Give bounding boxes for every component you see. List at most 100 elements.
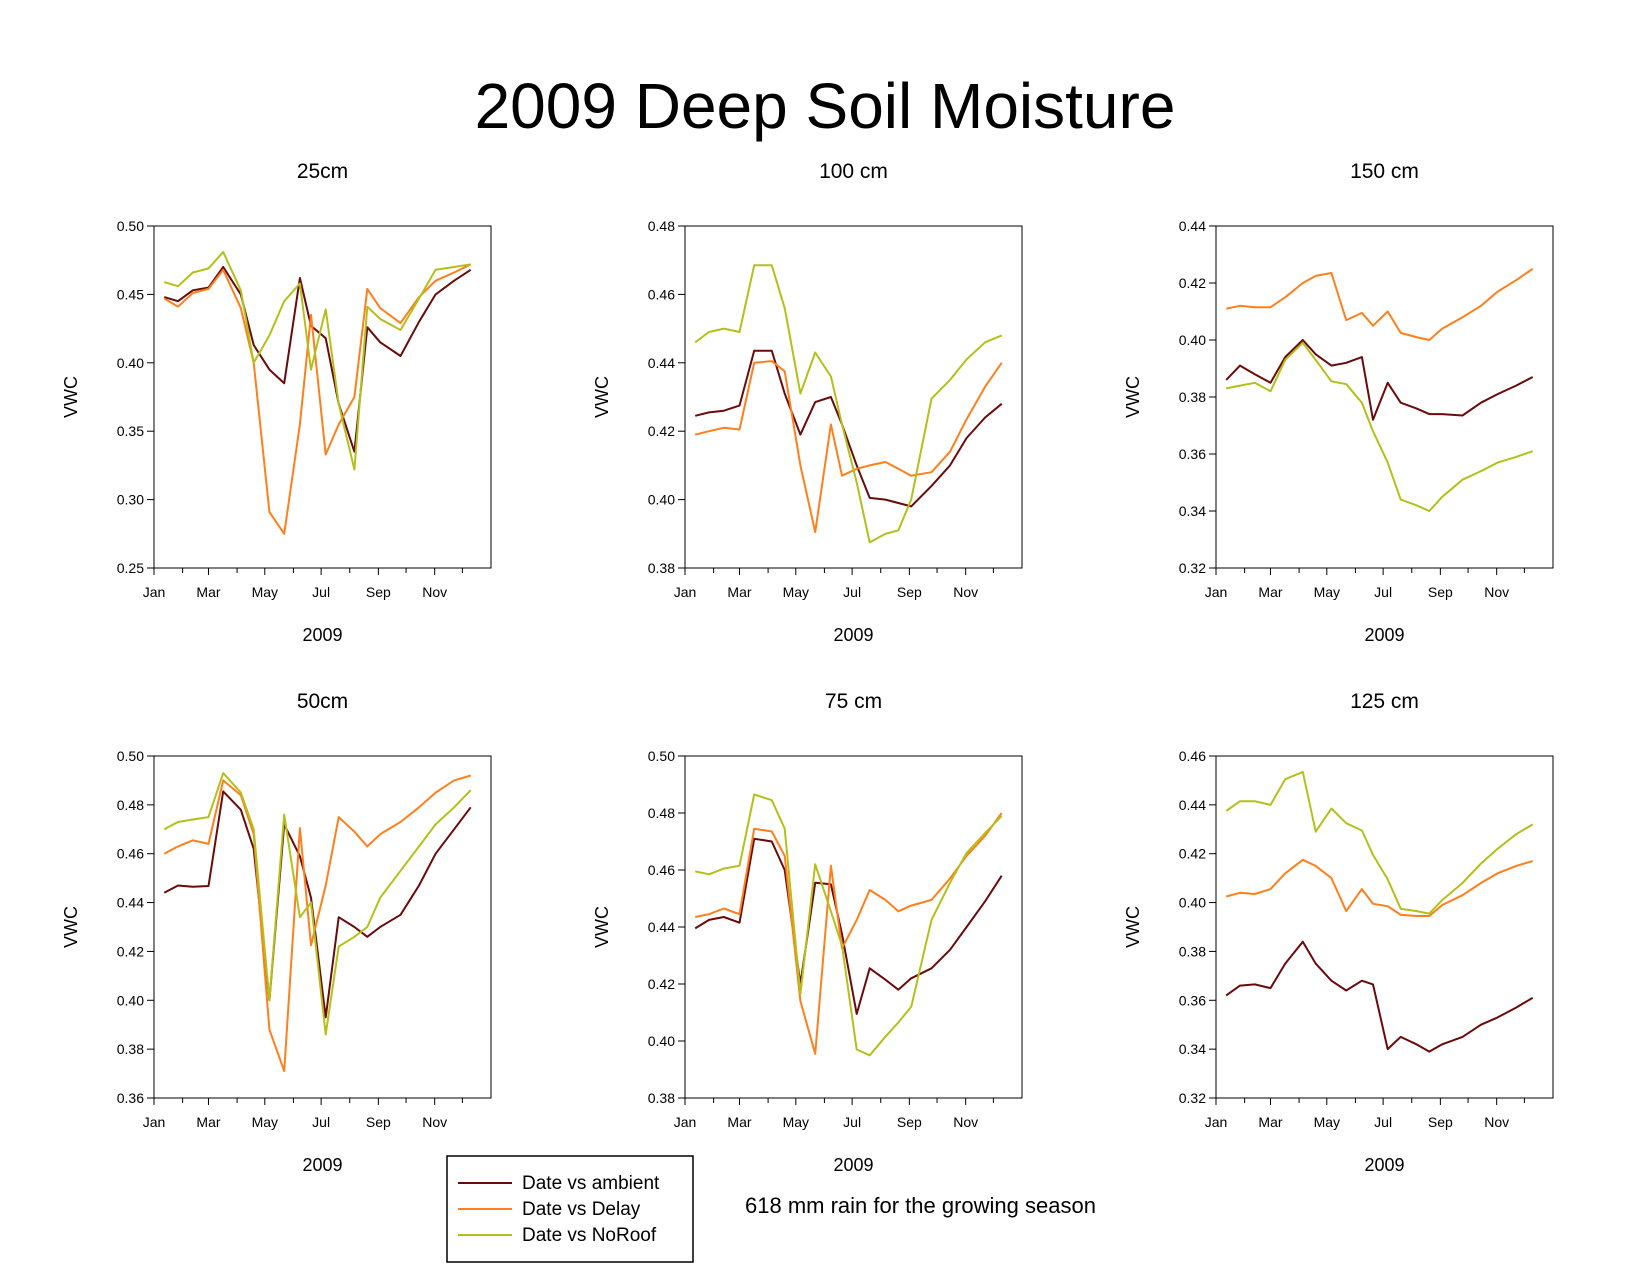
y-tick-label: 0.40 <box>1179 895 1206 911</box>
x-tick-label: May <box>1314 584 1340 600</box>
y-axis-label: VWC <box>1123 906 1143 948</box>
subplot-title: 50cm <box>297 690 348 713</box>
y-tick-label: 0.46 <box>648 862 675 878</box>
plot-frame <box>684 225 1023 569</box>
x-tick-label: Mar <box>727 584 751 600</box>
subplot: 150 cm 0.32 0.34 0.36 0.38 0.40 0.42 0.44 Jan Mar… <box>1123 160 1554 645</box>
y-tick-label: 0.50 <box>648 748 675 764</box>
y-tick-label: 0.32 <box>1179 1090 1206 1106</box>
y-tick-label: 0.36 <box>117 1090 144 1106</box>
series-line <box>163 263 472 535</box>
y-tick-label: 0.35 <box>117 423 144 439</box>
y-tick-label: 0.40 <box>117 355 144 371</box>
x-axis-label: 2009 <box>302 1155 342 1175</box>
x-axis-label: 2009 <box>1364 1155 1404 1175</box>
y-tick-label: 0.50 <box>117 748 144 764</box>
legend: Date vs ambient Date vs Delay Date vs NoRo… <box>446 1155 694 1263</box>
subplot-title: 150 cm <box>1350 160 1419 183</box>
series-line <box>163 774 471 1073</box>
x-tick-label: Nov <box>1484 1114 1509 1130</box>
x-axis-label: 2009 <box>302 625 342 645</box>
y-tick-label: 0.50 <box>117 218 144 234</box>
x-tick-label: Jan <box>1205 584 1228 600</box>
series-line <box>163 772 472 1036</box>
x-tick-label: Jan <box>143 584 166 600</box>
y-tick-label: 0.42 <box>648 423 675 439</box>
series-line <box>1225 267 1534 341</box>
subplot: 125 cm 0.32 0.34 0.36 0.38 0.40 0.42 0.44 0.46 Ja… <box>1123 690 1554 1175</box>
subplot: 50cm 0.36 0.38 0.40 0.42 0.44 0.46 0.48 0.50 Jan M… <box>61 690 492 1175</box>
y-tick-label: 0.42 <box>1179 275 1206 291</box>
y-tick-label: 0.36 <box>1179 992 1206 1008</box>
series-line <box>1225 770 1534 915</box>
x-tick-label: May <box>783 1114 809 1130</box>
subplot: 25cm 0.25 0.30 0.35 0.40 0.45 0.50 Jan Mar May Jul… <box>61 160 492 645</box>
subplot-title: 125 cm <box>1350 690 1419 713</box>
series-line <box>694 837 1003 1015</box>
y-tick-label: 0.42 <box>648 976 675 992</box>
x-tick-label: May <box>1314 1114 1340 1130</box>
x-tick-label: Jul <box>843 584 861 600</box>
y-tick-label: 0.38 <box>117 1041 144 1057</box>
chart-title: 2009 Deep Soil Moisture <box>475 70 1176 142</box>
y-tick-label: 0.32 <box>1179 560 1206 576</box>
y-tick-label: 0.44 <box>648 919 675 935</box>
y-tick-label: 0.40 <box>117 992 144 1008</box>
x-tick-label: Sep <box>897 1114 922 1130</box>
y-tick-label: 0.44 <box>117 895 144 911</box>
x-axis-label: 2009 <box>833 625 873 645</box>
x-tick-label: Sep <box>366 1114 391 1130</box>
series-line <box>1225 940 1534 1053</box>
y-tick-label: 0.45 <box>117 286 144 302</box>
series-line <box>1225 339 1534 421</box>
x-tick-label: Nov <box>422 1114 447 1130</box>
subplot: 100 cm 0.38 0.40 0.42 0.44 0.46 0.48 Jan Mar May J… <box>592 160 1023 645</box>
series-line <box>163 266 472 453</box>
x-tick-label: Nov <box>422 584 447 600</box>
y-tick-label: 0.40 <box>648 1033 675 1049</box>
series-line <box>694 793 1003 1057</box>
legend-label: Date vs ambient <box>522 1173 660 1194</box>
rain-note: 618 mm rain for the growing season <box>745 1193 1096 1218</box>
plot-frame <box>1215 225 1554 569</box>
x-tick-label: Jul <box>1374 1114 1392 1130</box>
y-tick-label: 0.48 <box>117 797 144 813</box>
x-axis-label: 2009 <box>833 1155 873 1175</box>
x-tick-label: Sep <box>897 584 922 600</box>
x-tick-label: Jul <box>312 1114 330 1130</box>
series-line <box>1226 341 1534 512</box>
x-tick-label: Nov <box>953 584 978 600</box>
y-tick-label: 0.46 <box>117 846 144 862</box>
x-tick-label: Jan <box>143 1114 166 1130</box>
y-tick-label: 0.40 <box>648 492 675 508</box>
series-line <box>163 790 472 1019</box>
legend-label: Date vs Delay <box>522 1199 641 1220</box>
y-tick-label: 0.38 <box>648 1090 675 1106</box>
y-tick-label: 0.48 <box>648 218 675 234</box>
plot-frame <box>1215 755 1554 1099</box>
plot-frame <box>153 755 492 1099</box>
y-tick-label: 0.44 <box>648 355 675 371</box>
y-tick-label: 0.42 <box>1179 846 1206 862</box>
y-tick-label: 0.44 <box>1179 218 1206 234</box>
x-tick-label: Nov <box>953 1114 978 1130</box>
x-tick-label: Jan <box>1205 1114 1228 1130</box>
series-line <box>1225 858 1533 917</box>
subplot: 75 cm 0.38 0.40 0.42 0.44 0.46 0.48 0.50 Jan Mar M… <box>592 690 1023 1175</box>
x-tick-label: Jul <box>1374 584 1392 600</box>
y-tick-label: 0.30 <box>117 492 144 508</box>
y-tick-label: 0.34 <box>1179 1041 1206 1057</box>
y-tick-label: 0.46 <box>648 286 675 302</box>
y-axis-label: VWC <box>61 376 81 418</box>
series-line <box>695 812 1003 1055</box>
y-tick-label: 0.36 <box>1179 446 1206 462</box>
x-tick-label: Sep <box>366 584 391 600</box>
y-tick-label: 0.46 <box>1179 748 1206 764</box>
x-tick-label: Jan <box>674 584 697 600</box>
y-axis-label: VWC <box>592 376 612 418</box>
y-axis-label: VWC <box>61 906 81 948</box>
plot-frame <box>153 225 492 569</box>
y-tick-label: 0.38 <box>1179 943 1206 959</box>
y-tick-label: 0.34 <box>1179 503 1206 519</box>
